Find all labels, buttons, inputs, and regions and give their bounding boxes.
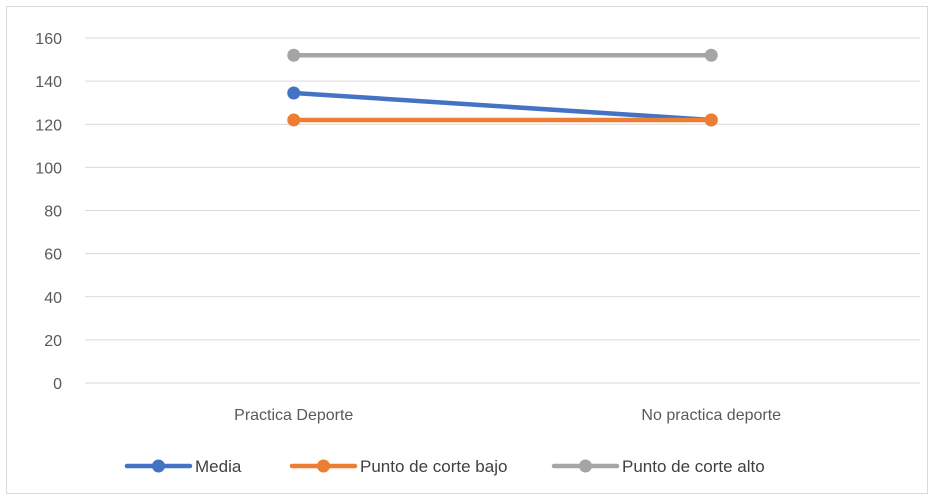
series-lines [287, 48, 718, 127]
y-tick-label: 40 [44, 290, 62, 307]
data-point [704, 48, 718, 62]
chart-frame [6, 6, 928, 494]
legend-swatch-marker [152, 459, 165, 473]
data-point [287, 86, 301, 100]
y-tick-label: 100 [35, 160, 62, 177]
gridlines [85, 37, 920, 384]
series-line [291, 90, 714, 123]
x-tick-label: No practica deporte [641, 407, 781, 424]
legend-label: Media [195, 457, 242, 476]
x-tick-label: Practica Deporte [234, 407, 353, 424]
series-2 [287, 113, 718, 127]
y-tick-label: 20 [44, 333, 62, 350]
data-point [287, 113, 301, 127]
legend-item: Punto de corte alto [551, 457, 765, 476]
legend-swatch-marker [579, 459, 592, 473]
y-tick-label: 0 [53, 376, 62, 393]
y-tick-label: 120 [35, 117, 62, 134]
legend-label: Punto de corte alto [622, 457, 765, 476]
y-tick-label: 60 [44, 247, 62, 264]
legend: Media Punto de corte bajo Punto de corte a… [124, 457, 765, 476]
legend-item: Punto de corte bajo [289, 457, 507, 476]
legend-label: Punto de corte bajo [360, 457, 507, 476]
y-tick-label: 160 [35, 31, 62, 48]
legend-swatch-marker [317, 459, 330, 473]
x-axis-ticks: Practica Deporte No practica deporte [234, 407, 781, 424]
series-3 [287, 48, 718, 62]
y-tick-label: 140 [35, 74, 62, 91]
y-axis-ticks: 0 20 40 60 80 100 120 140 160 [35, 31, 62, 393]
data-point [287, 48, 301, 62]
data-point [704, 113, 718, 127]
legend-item: Media [124, 457, 242, 476]
y-tick-label: 80 [44, 204, 62, 221]
